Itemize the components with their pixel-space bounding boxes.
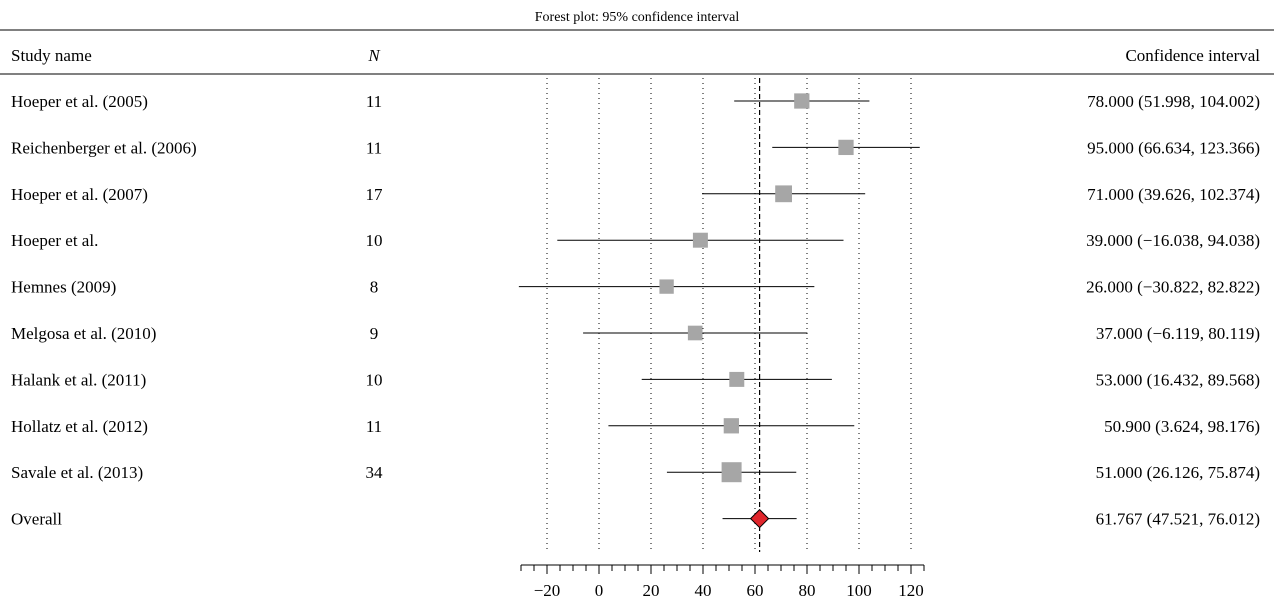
study-n: 10 <box>366 370 383 389</box>
study-n: 9 <box>370 324 379 343</box>
study-ci-text: 78.000 (51.998, 104.002) <box>1087 92 1260 111</box>
study-name: Hemnes (2009) <box>11 278 116 297</box>
study-row: Hoeper et al. (2005) 11 78.000 (51.998, 10… <box>11 92 1260 111</box>
tick-label: 120 <box>898 581 924 600</box>
study-ci-text: 50.900 (3.624, 98.176) <box>1104 417 1260 436</box>
study-name: Hoeper et al. (2007) <box>11 185 148 204</box>
chart-title: Forest plot: 95% confidence interval <box>535 10 740 25</box>
point-estimate-marker <box>687 325 703 341</box>
header-study-name: Study name <box>11 46 92 65</box>
study-ci-text: 26.000 (−30.822, 82.822) <box>1086 278 1260 297</box>
study-n: 11 <box>366 92 382 111</box>
study-rows: Hoeper et al. (2005) 11 78.000 (51.998, 10… <box>11 92 1260 529</box>
tick-label: −20 <box>534 581 561 600</box>
tick-label: 0 <box>595 581 604 600</box>
point-estimate-marker <box>723 418 739 434</box>
study-n: 11 <box>366 138 382 157</box>
study-name: Halank et al. (2011) <box>11 370 146 389</box>
study-name: Hoeper et al. <box>11 231 98 250</box>
study-ci-text: 51.000 (26.126, 75.874) <box>1096 463 1260 482</box>
tick-label: 20 <box>643 581 660 600</box>
study-n: 17 <box>366 185 384 204</box>
study-row: Hoeper et al. (2007) 17 71.000 (39.626, 10… <box>11 185 1260 204</box>
study-ci-text: 71.000 (39.626, 102.374) <box>1087 185 1260 204</box>
study-ci-text: 61.767 (47.521, 76.012) <box>1096 510 1260 529</box>
point-estimate-marker <box>838 139 854 156</box>
study-name: Overall <box>11 510 62 529</box>
point-estimate-marker <box>729 371 745 387</box>
overall-row: Overall 61.767 (47.521, 76.012) <box>11 508 1260 529</box>
study-n: 10 <box>366 231 383 250</box>
study-name: Melgosa et al. (2010) <box>11 324 156 343</box>
study-name: Hollatz et al. (2012) <box>11 417 148 436</box>
study-row: Halank et al. (2011) 10 53.000 (16.432, 89… <box>11 370 1260 389</box>
study-ci-text: 37.000 (−6.119, 80.119) <box>1096 324 1260 343</box>
x-axis: −20 0 20 40 60 80 100 120 <box>520 564 925 600</box>
tick-label: 100 <box>846 581 872 600</box>
study-row: Melgosa et al. (2010) 9 37.000 (−6.119, 80… <box>11 324 1260 343</box>
study-name: Savale et al. (2013) <box>11 463 143 482</box>
study-name: Reichenberger et al. (2006) <box>11 138 197 157</box>
overall-diamond <box>749 508 770 529</box>
study-row: Hoeper et al. 10 39.000 (−16.038, 94.038) <box>11 231 1260 250</box>
study-ci-text: 53.000 (16.432, 89.568) <box>1096 370 1260 389</box>
point-estimate-marker <box>721 462 742 483</box>
study-row: Reichenberger et al. (2006) 11 95.000 (66.… <box>11 138 1260 157</box>
study-n: 11 <box>366 417 382 436</box>
study-ci-text: 39.000 (−16.038, 94.038) <box>1086 231 1260 250</box>
study-n: 34 <box>366 463 384 482</box>
study-name: Hoeper et al. (2005) <box>11 92 148 111</box>
study-row: Hollatz et al. (2012) 11 50.900 (3.624, 98… <box>11 417 1260 436</box>
study-ci-text: 95.000 (66.634, 123.366) <box>1087 138 1260 157</box>
tick-label: 80 <box>799 581 816 600</box>
tick-label: 40 <box>695 581 712 600</box>
point-estimate-marker <box>659 279 674 294</box>
point-estimate-marker <box>775 185 792 203</box>
study-n: 8 <box>370 278 379 297</box>
header-confidence-interval: Confidence interval <box>1125 46 1260 65</box>
study-row: Savale et al. (2013) 34 51.000 (26.126, 75… <box>11 462 1260 483</box>
tick-label: 60 <box>747 581 764 600</box>
point-estimate-marker <box>692 232 708 248</box>
header-n: N <box>367 46 381 65</box>
plot-grid <box>546 78 912 552</box>
study-row: Hemnes (2009) 8 26.000 (−30.822, 82.822) <box>11 278 1260 297</box>
point-estimate-marker <box>794 93 810 109</box>
